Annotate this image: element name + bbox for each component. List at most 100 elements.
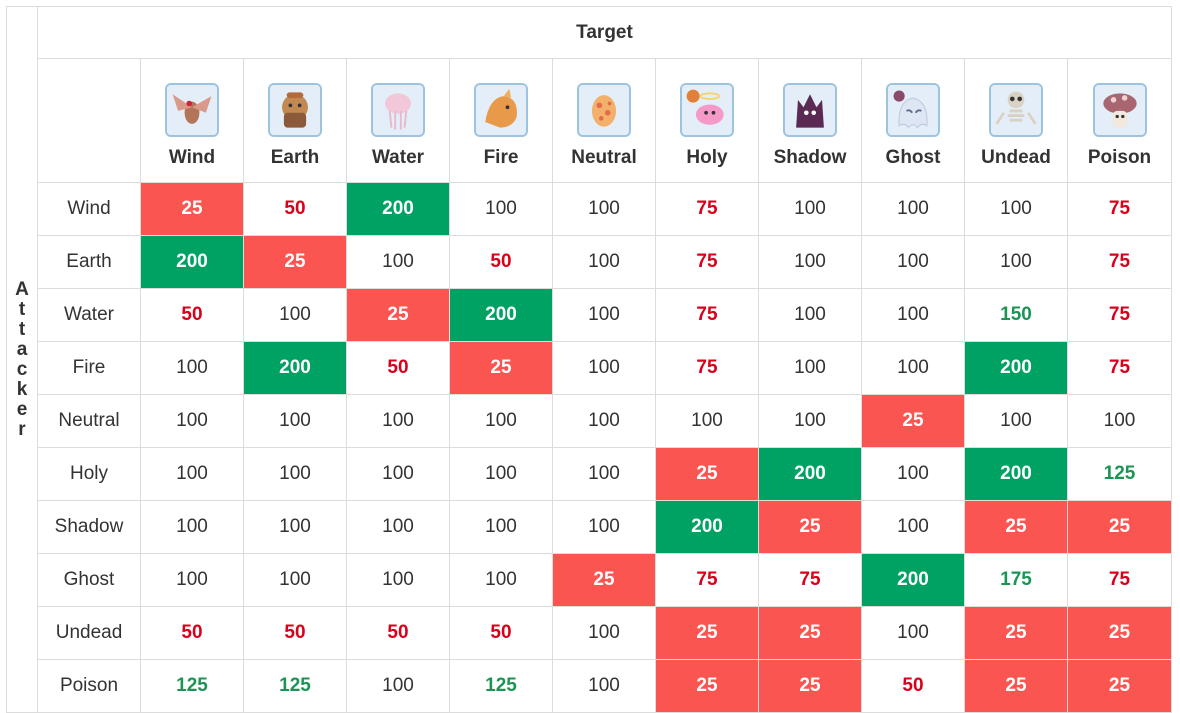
row-header-earth: Earth <box>37 235 141 289</box>
column-header-neutral: Neutral <box>552 58 656 183</box>
damage-cell: 75 <box>655 235 759 289</box>
damage-cell: 100 <box>964 394 1068 448</box>
table-row: Holy 100 100 100 100 100 25 200 100 200 125 <box>7 447 1172 501</box>
damage-cell: 100 <box>552 606 656 660</box>
damage-cell: 100 <box>552 394 656 448</box>
neutral-monster-icon <box>577 83 631 137</box>
damage-cell: 25 <box>552 553 656 607</box>
row-header-holy: Holy <box>37 447 141 501</box>
column-label: Shadow <box>773 147 847 168</box>
damage-cell: 100 <box>552 182 656 236</box>
damage-cell: 25 <box>964 659 1068 713</box>
damage-cell: 100 <box>861 182 965 236</box>
damage-cell: 75 <box>1067 553 1172 607</box>
damage-cell: 25 <box>861 394 965 448</box>
damage-cell: 100 <box>346 394 450 448</box>
damage-cell: 50 <box>861 659 965 713</box>
damage-cell: 50 <box>346 606 450 660</box>
row-header-shadow: Shadow <box>37 500 141 554</box>
damage-cell: 100 <box>449 394 553 448</box>
damage-cell: 100 <box>243 288 347 342</box>
damage-cell: 100 <box>449 500 553 554</box>
damage-cell: 125 <box>1067 447 1172 501</box>
row-header-neutral: Neutral <box>37 394 141 448</box>
damage-cell: 200 <box>861 553 965 607</box>
damage-cell: 75 <box>655 182 759 236</box>
column-label: Wind <box>168 147 216 168</box>
damage-cell: 100 <box>346 235 450 289</box>
damage-cell: 25 <box>1067 659 1172 713</box>
damage-cell: 25 <box>655 447 759 501</box>
damage-cell: 100 <box>758 182 862 236</box>
damage-cell: 75 <box>1067 182 1172 236</box>
damage-cell: 100 <box>758 394 862 448</box>
poison-monster-icon <box>1092 83 1147 137</box>
shadow-monster-icon <box>783 83 837 137</box>
damage-cell: 75 <box>655 341 759 395</box>
row-header-poison: Poison <box>37 659 141 713</box>
damage-cell: 125 <box>140 659 244 713</box>
holy-monster-icon <box>680 83 734 137</box>
row-header-water: Water <box>37 288 141 342</box>
damage-cell: 100 <box>861 500 965 554</box>
damage-cell: 25 <box>243 235 347 289</box>
damage-cell: 25 <box>964 606 1068 660</box>
earth-monster-icon <box>268 83 322 137</box>
damage-cell: 100 <box>140 500 244 554</box>
row-header-fire: Fire <box>37 341 141 395</box>
damage-cell: 50 <box>243 182 347 236</box>
column-header-holy: Holy <box>655 58 759 183</box>
column-header-shadow: Shadow <box>758 58 862 183</box>
column-header-poison: Poison <box>1067 58 1172 183</box>
table-row: Water 50 100 25 200 100 75 100 100 150 75 <box>7 288 1172 342</box>
damage-cell: 100 <box>758 341 862 395</box>
damage-cell: 125 <box>449 659 553 713</box>
damage-cell: 200 <box>655 500 759 554</box>
attacker-letter: a <box>16 338 28 360</box>
damage-cell: 200 <box>964 447 1068 501</box>
attacker-letter: A <box>15 278 29 300</box>
damage-cell: 25 <box>758 659 862 713</box>
column-header-wind: Wind <box>140 58 244 183</box>
attacker-letter: t <box>18 298 26 320</box>
column-label: Earth <box>270 147 320 168</box>
damage-cell: 100 <box>861 235 965 289</box>
damage-cell: 100 <box>964 235 1068 289</box>
damage-cell: 50 <box>140 288 244 342</box>
damage-cell: 75 <box>655 553 759 607</box>
damage-cell: 75 <box>758 553 862 607</box>
damage-cell: 100 <box>861 606 965 660</box>
damage-cell: 25 <box>140 182 244 236</box>
damage-cell: 25 <box>964 500 1068 554</box>
damage-cell: 200 <box>758 447 862 501</box>
damage-cell: 100 <box>243 394 347 448</box>
damage-cell: 100 <box>449 553 553 607</box>
damage-cell: 100 <box>861 341 965 395</box>
attacker-letter: k <box>16 378 28 400</box>
row-header-ghost: Ghost <box>37 553 141 607</box>
wind-monster-icon <box>165 83 219 137</box>
damage-cell: 200 <box>346 182 450 236</box>
fire-monster-icon <box>474 83 528 137</box>
damage-cell: 100 <box>861 288 965 342</box>
damage-cell: 100 <box>346 500 450 554</box>
table-row: Fire 100 200 50 25 100 75 100 100 200 75 <box>7 341 1172 395</box>
table-row: Undead 50 50 50 50 100 25 25 100 25 25 <box>7 606 1172 660</box>
damage-cell: 200 <box>964 341 1068 395</box>
target-axis-label: Target <box>37 6 1172 59</box>
damage-cell: 175 <box>964 553 1068 607</box>
table-row: Ghost 100 100 100 100 25 75 75 200 175 75 <box>7 553 1172 607</box>
damage-cell: 100 <box>346 447 450 501</box>
damage-cell: 25 <box>1067 500 1172 554</box>
column-header-water: Water <box>346 58 450 183</box>
damage-cell: 100 <box>655 394 759 448</box>
damage-cell: 100 <box>140 394 244 448</box>
damage-cell: 25 <box>758 606 862 660</box>
damage-cell: 100 <box>449 447 553 501</box>
row-header-undead: Undead <box>37 606 141 660</box>
ghost-monster-icon <box>886 83 940 137</box>
column-header-earth: Earth <box>243 58 347 183</box>
damage-cell: 25 <box>449 341 553 395</box>
damage-cell: 100 <box>552 447 656 501</box>
